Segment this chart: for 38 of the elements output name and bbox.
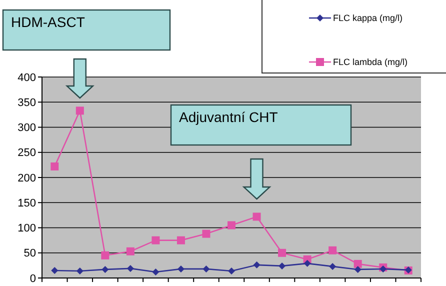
point bbox=[328, 246, 337, 254]
legend-label: FLC kappa (mg/l) bbox=[333, 13, 403, 24]
point bbox=[304, 260, 311, 267]
point bbox=[50, 162, 59, 170]
point bbox=[126, 264, 134, 272]
point bbox=[202, 265, 210, 272]
y-tick-label: 250 bbox=[18, 147, 36, 160]
point bbox=[152, 268, 160, 276]
point bbox=[228, 221, 236, 230]
point bbox=[51, 266, 58, 274]
point bbox=[76, 267, 84, 274]
y-tick-label: 350 bbox=[18, 96, 36, 109]
point bbox=[152, 236, 160, 244]
point bbox=[202, 230, 210, 238]
y-tick-label: 150 bbox=[18, 197, 36, 210]
y-tick-label: 400 bbox=[18, 72, 36, 84]
point bbox=[177, 265, 184, 272]
point bbox=[354, 266, 362, 273]
point bbox=[354, 260, 362, 268]
y-tick-label: 100 bbox=[18, 222, 36, 235]
point bbox=[102, 266, 109, 273]
y-tick-label: 300 bbox=[18, 122, 36, 134]
y-tick-label: 0 bbox=[30, 272, 36, 285]
text: HDM-ASCT bbox=[11, 14, 86, 30]
point bbox=[252, 212, 261, 221]
point bbox=[126, 247, 134, 256]
point bbox=[278, 262, 286, 270]
annotation: Adjuvantní CHT bbox=[179, 109, 278, 125]
y-tick-label: 50 bbox=[24, 248, 36, 260]
point bbox=[228, 267, 235, 274]
point bbox=[278, 248, 286, 257]
legend-label: FLC lambda (mg/l) bbox=[333, 57, 408, 68]
point bbox=[329, 262, 336, 270]
point bbox=[253, 261, 260, 268]
point bbox=[101, 251, 110, 260]
y-tick-label: 200 bbox=[18, 172, 36, 184]
point bbox=[76, 106, 84, 115]
point bbox=[176, 236, 185, 244]
